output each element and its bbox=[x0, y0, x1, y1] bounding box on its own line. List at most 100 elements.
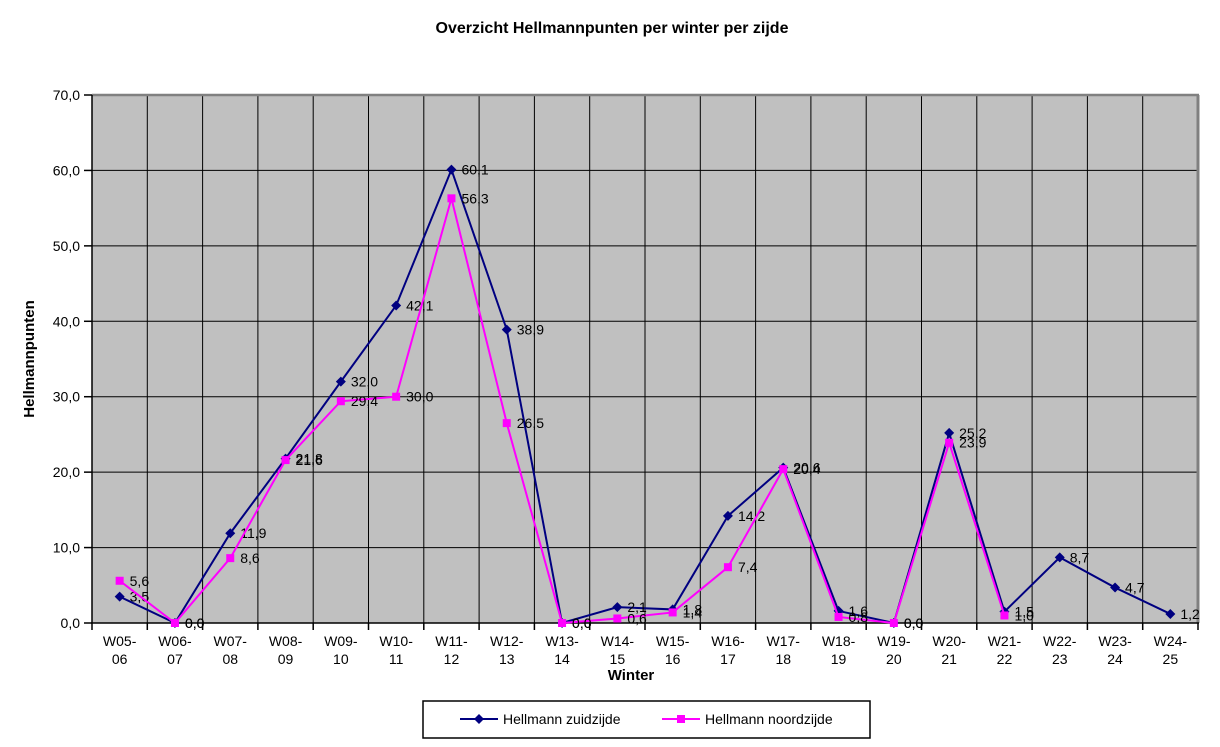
data-point-marker-noordzijde bbox=[613, 614, 622, 623]
x-tick-label: W20-21 bbox=[932, 633, 966, 667]
data-point-label: 7,4 bbox=[738, 559, 758, 575]
data-point-label: 2,1 bbox=[627, 599, 647, 615]
data-point-marker-zuidzijde bbox=[1054, 552, 1065, 563]
data-point-marker-noordzijde bbox=[1000, 611, 1009, 620]
data-point-marker-noordzijde bbox=[889, 619, 898, 627]
x-tick-label: W14-15 bbox=[601, 633, 635, 667]
x-tick-label: W21-22 bbox=[988, 633, 1022, 667]
data-point-marker-zuidzijde bbox=[391, 300, 402, 311]
data-point-label: 26,5 bbox=[517, 415, 544, 431]
data-point-label: 56,3 bbox=[461, 190, 488, 206]
data-point-marker-noordzijde bbox=[502, 419, 511, 428]
data-point-marker-noordzijde bbox=[281, 456, 290, 465]
x-tick-label: W09-10 bbox=[324, 633, 358, 667]
data-point-label: 0,0 bbox=[572, 615, 592, 631]
data-point-marker-noordzijde bbox=[723, 563, 732, 572]
data-point-marker-zuidzijde bbox=[335, 376, 346, 387]
x-tick-label: W15-16 bbox=[656, 633, 690, 667]
data-point-marker-noordzijde bbox=[668, 608, 677, 617]
data-point-label: 0,0 bbox=[904, 615, 924, 631]
data-point-marker-noordzijde bbox=[336, 397, 345, 406]
data-point-marker-noordzijde bbox=[115, 576, 124, 585]
data-point-label: 1,6 bbox=[849, 603, 869, 619]
data-point-marker-zuidzijde bbox=[722, 510, 733, 521]
y-tick-label: 30,0 bbox=[53, 389, 80, 405]
data-point-label: 25,2 bbox=[959, 425, 986, 441]
data-point-marker-noordzijde bbox=[392, 392, 401, 401]
data-point-label: 42,1 bbox=[406, 297, 433, 313]
y-tick-label: 40,0 bbox=[53, 313, 80, 329]
data-point-label: 21,8 bbox=[296, 451, 323, 467]
data-point-label: 5,6 bbox=[130, 573, 150, 589]
data-point-marker-noordzijde bbox=[447, 194, 456, 203]
x-tick-label: W22-23 bbox=[1043, 633, 1077, 667]
y-tick-label: 60,0 bbox=[53, 162, 80, 178]
data-point-label: 1,8 bbox=[683, 601, 703, 617]
x-tick-label: W23-24 bbox=[1098, 633, 1132, 667]
data-point-marker-zuidzijde bbox=[944, 427, 955, 438]
data-point-marker-zuidzijde bbox=[612, 602, 623, 613]
x-tick-label: W06-07 bbox=[158, 633, 192, 667]
data-point-label: 29,4 bbox=[351, 393, 378, 409]
data-point-marker-zuidzijde bbox=[446, 164, 457, 175]
data-point-marker-zuidzijde bbox=[501, 324, 512, 335]
data-point-label: 21,6 bbox=[296, 452, 323, 468]
x-tick-label: W24-25 bbox=[1154, 633, 1188, 667]
legend-marker-diamond bbox=[474, 714, 484, 724]
data-point-label: 20,4 bbox=[793, 461, 820, 477]
x-tick-label: W11-12 bbox=[435, 633, 468, 667]
y-tick-label: 20,0 bbox=[53, 464, 80, 480]
x-tick-label: W08-09 bbox=[269, 633, 303, 667]
data-point-marker-noordzijde bbox=[226, 554, 235, 563]
data-point-marker-noordzijde bbox=[558, 619, 567, 627]
data-point-label: 1,0 bbox=[1014, 607, 1034, 623]
x-tick-label: W05-06 bbox=[103, 633, 137, 667]
chart-title: Overzicht Hellmannpunten per winter per … bbox=[436, 20, 789, 37]
data-point-label: 0,0 bbox=[904, 615, 924, 631]
y-axis-title: Hellmannpunten bbox=[21, 300, 38, 418]
data-point-label: 30,0 bbox=[406, 389, 433, 405]
data-point-marker-zuidzijde bbox=[1110, 582, 1121, 593]
data-point-label: 0,8 bbox=[849, 609, 869, 625]
data-point-marker-zuidzijde bbox=[225, 528, 236, 539]
y-tick-label: 50,0 bbox=[53, 238, 80, 254]
x-tick-label: W13-14 bbox=[545, 633, 579, 667]
x-axis-title: Winter bbox=[608, 667, 655, 684]
legend-label-noordzijde: Hellmann noordzijde bbox=[705, 711, 833, 727]
data-point-label: 60,1 bbox=[461, 162, 488, 178]
data-point-label: 4,7 bbox=[1125, 580, 1145, 596]
data-point-label: 20,6 bbox=[793, 460, 820, 476]
data-point-label: 32,0 bbox=[351, 374, 378, 390]
data-point-marker-noordzijde bbox=[170, 619, 179, 627]
x-tick-label: W12-13 bbox=[490, 633, 524, 667]
x-tick-label: W19-20 bbox=[877, 633, 911, 667]
x-tick-label: W18-19 bbox=[822, 633, 856, 667]
data-point-marker-zuidzijde bbox=[1165, 608, 1176, 619]
x-tick-label: W17-18 bbox=[767, 633, 801, 667]
data-point-label: 8,6 bbox=[240, 550, 260, 566]
y-tick-label: 70,0 bbox=[53, 87, 80, 103]
data-point-label: 1,4 bbox=[683, 604, 703, 620]
data-point-marker-noordzijde bbox=[834, 612, 843, 621]
data-point-label: 8,7 bbox=[1070, 549, 1090, 565]
data-point-label: 0,0 bbox=[185, 615, 205, 631]
x-tick-label: W10-11 bbox=[379, 633, 413, 667]
x-tick-label: W16-17 bbox=[711, 633, 745, 667]
data-point-label: 23,9 bbox=[959, 435, 986, 451]
data-point-label: 0,0 bbox=[185, 615, 205, 631]
data-point-label: 14,2 bbox=[738, 508, 765, 524]
data-point-marker-noordzijde bbox=[945, 438, 954, 447]
x-tick-label: W07-08 bbox=[214, 633, 248, 667]
y-tick-label: 10,0 bbox=[53, 540, 80, 556]
data-point-marker-noordzijde bbox=[779, 465, 788, 474]
legend-marker-square bbox=[677, 715, 685, 723]
data-point-label: 0,0 bbox=[572, 615, 592, 631]
data-point-label: 38,9 bbox=[517, 322, 544, 338]
data-point-marker-zuidzijde bbox=[114, 591, 125, 602]
legend-label-zuidzijde: Hellmann zuidzijde bbox=[503, 711, 621, 727]
data-point-label: 1,2 bbox=[1180, 606, 1200, 622]
series-line-zuidzijde bbox=[119, 166, 1171, 625]
data-point-label: 1,5 bbox=[1014, 604, 1034, 620]
